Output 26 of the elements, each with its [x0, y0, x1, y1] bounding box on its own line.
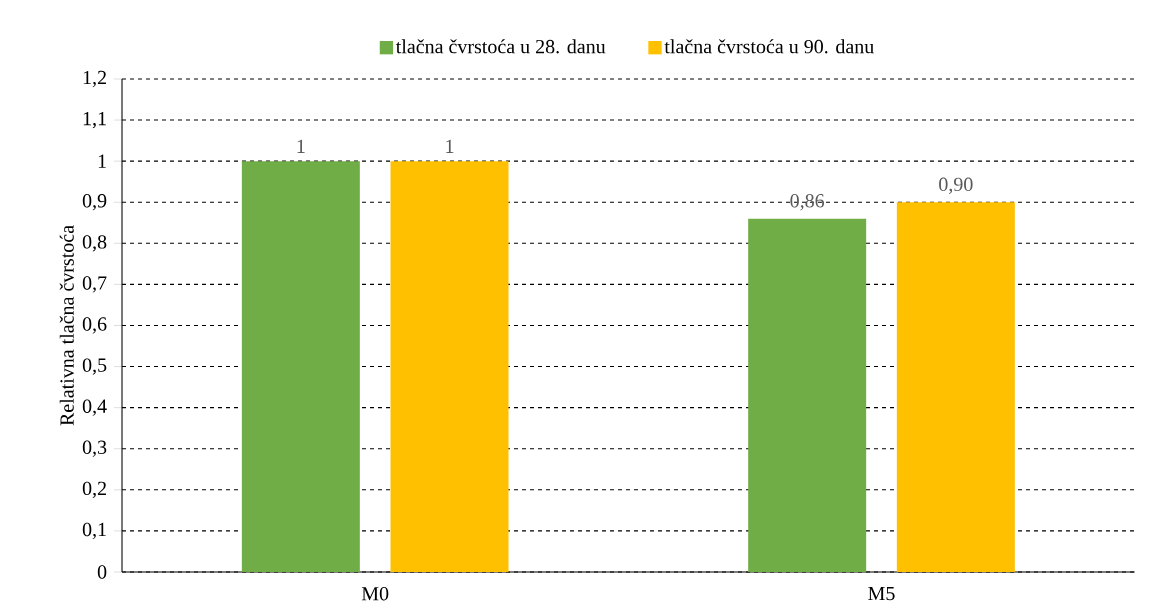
- y-axis-title: Relativna tlačna čvrstoća: [59, 225, 74, 426]
- legend-label: tlačna čvrstoća u 28. danu: [395, 39, 606, 54]
- data-label: 0,90: [939, 177, 973, 194]
- y-tick-label: 0,3: [82, 440, 107, 457]
- y-tick-label: 0,6: [82, 317, 107, 334]
- legend-label: tlačna čvrstoća u 90. danu: [664, 39, 874, 54]
- y-tick-label: 1,1: [83, 111, 106, 129]
- data-label: 1: [297, 139, 305, 153]
- y-tick-label: 0,9: [82, 194, 107, 211]
- y-tick-label: 0,2: [82, 481, 106, 499]
- y-tick-label: 0: [97, 565, 107, 579]
- y-tick-label: 0,8: [82, 235, 107, 252]
- bar: [241, 161, 360, 572]
- y-tick-label: 0,4: [82, 399, 107, 416]
- bar: [896, 202, 1015, 572]
- x-tick-label: M5: [868, 586, 895, 601]
- data-label: 1: [446, 139, 454, 153]
- bar: [390, 161, 509, 572]
- data-label: 0,86: [790, 194, 825, 211]
- bar: [748, 218, 867, 572]
- y-tick-label: 1: [98, 154, 106, 168]
- y-tick-label: 0,5: [82, 358, 107, 375]
- y-tick-label: 1,2: [83, 70, 106, 88]
- y-tick-label: 0,1: [82, 522, 106, 540]
- y-tick-label: 0,7: [82, 276, 107, 293]
- x-tick-label: M0: [361, 586, 389, 601]
